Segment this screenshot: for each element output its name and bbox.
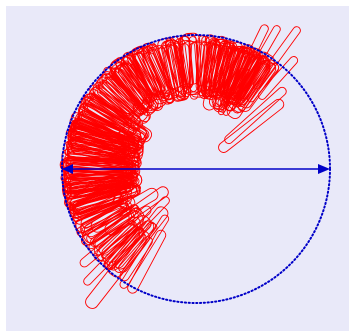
rounded-rect-shape <box>203 38 221 88</box>
rounded-rect-shape <box>241 24 269 71</box>
rounded-rect-shape <box>65 157 136 174</box>
rounded-rect-shape <box>118 222 158 273</box>
rounded-rect-shape <box>121 60 159 111</box>
rounded-rect-shape <box>83 196 170 286</box>
rounded-rect-shape <box>85 206 169 309</box>
rounded-rect-shape <box>173 40 187 89</box>
rounded-rect-shape <box>218 50 245 94</box>
rounded-rect-shape <box>219 45 246 98</box>
rounded-rect-shape <box>122 51 164 112</box>
rounded-rect-shape <box>252 26 301 90</box>
rounded-rect-shape <box>71 182 141 214</box>
rounded-rect-shape <box>212 41 231 90</box>
rounded-rect-shape <box>127 229 167 294</box>
rounded-rect-shape <box>180 33 200 95</box>
rounded-rect-shape <box>73 184 138 214</box>
rounded-rect-shape <box>70 184 141 213</box>
rounded-rect-shape <box>140 44 175 102</box>
rounded-rect-shape <box>257 56 299 100</box>
rounded-rect-shape <box>169 43 187 99</box>
rounded-rect-shape <box>67 150 142 169</box>
rounded-rect-shape <box>104 186 169 235</box>
rounded-rectangle-group <box>59 24 301 309</box>
rounded-rect-shape <box>62 158 134 175</box>
rounded-rect-shape <box>167 42 190 93</box>
rounded-rect-shape <box>238 62 276 112</box>
rounded-rect-shape <box>235 59 271 107</box>
rounded-rect-shape <box>90 187 159 233</box>
rounded-rect-shape <box>82 96 147 140</box>
rounded-rect-shape <box>147 46 171 94</box>
rounded-rect-shape <box>236 56 270 101</box>
rounded-rect-shape <box>111 67 150 113</box>
rounded-rect-shape <box>81 93 147 141</box>
rounded-rect-shape <box>203 38 226 98</box>
rounded-rect-shape <box>69 121 144 154</box>
rounded-rect-shape <box>76 205 125 237</box>
rounded-rect-shape <box>119 214 170 289</box>
rounded-rect-shape <box>76 110 141 149</box>
rounded-rect-shape <box>64 153 133 169</box>
rounded-rect-shape <box>69 176 140 198</box>
arrow-head-right <box>318 164 330 174</box>
rounded-rect-shape <box>68 130 144 162</box>
rounded-rect-shape <box>224 86 287 145</box>
arrow-head-left <box>62 164 73 174</box>
rounded-rect-shape <box>83 97 148 143</box>
rounded-rect-shape <box>122 55 162 110</box>
rounded-rect-shape <box>72 124 139 153</box>
rounded-rect-shape <box>218 98 285 153</box>
rounded-rect-shape <box>82 202 128 229</box>
rounded-rect-shape <box>70 123 140 154</box>
rounded-rect-shape <box>91 94 140 131</box>
rounded-rect-shape <box>209 42 232 93</box>
rounded-rect-shape <box>142 46 171 98</box>
rounded-rect-shape <box>203 43 221 94</box>
